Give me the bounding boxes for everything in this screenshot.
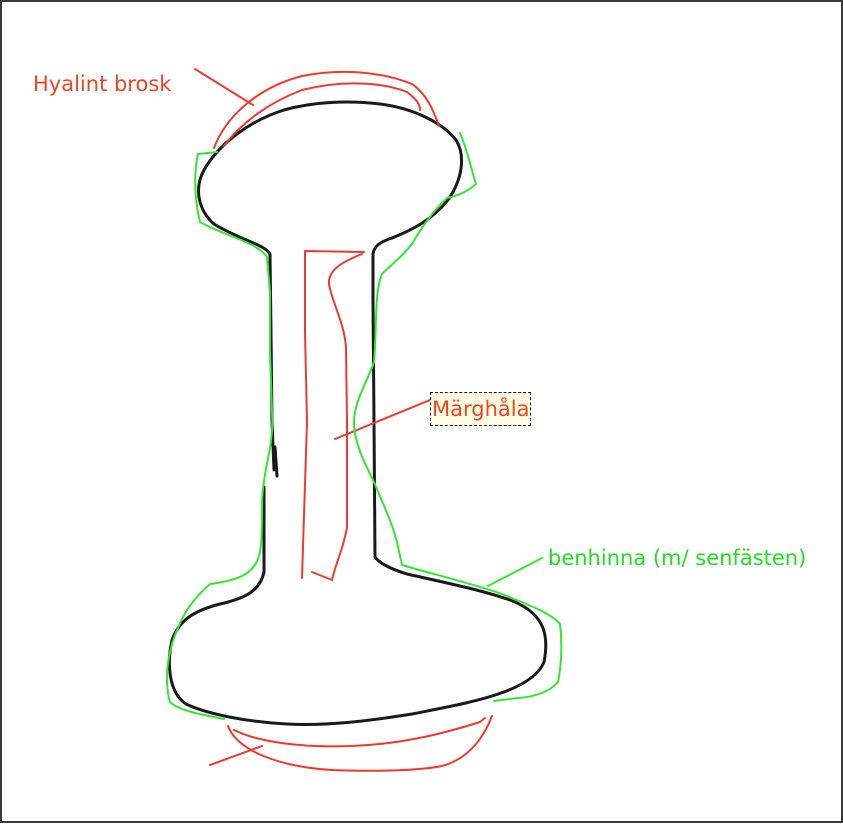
bone-outline-segment [273, 445, 279, 478]
periosteum-right-upper [353, 132, 563, 702]
cartilage-bottom-pointer [209, 745, 263, 766]
cartilage-top-pointer [194, 68, 254, 106]
cartilage-bottom-outer [227, 715, 493, 772]
marrow-cavity-right [311, 253, 363, 581]
cartilage-top-outer [213, 70, 440, 149]
periosteum-pointer [487, 557, 543, 587]
cartilage-bottom-inner [233, 717, 486, 748]
periosteum-upper [165, 151, 274, 720]
label-marrow-cavity[interactable]: Märghåla [430, 392, 532, 426]
label-hyaline-cartilage: Hyalint brosk [33, 72, 172, 96]
cartilage-top-inner [223, 82, 421, 147]
bone-outline [167, 100, 548, 727]
label-periosteum: benhinna (m/ senfästen) [548, 546, 807, 570]
marrow-pointer [334, 399, 431, 440]
marrow-cavity-left [301, 250, 365, 579]
